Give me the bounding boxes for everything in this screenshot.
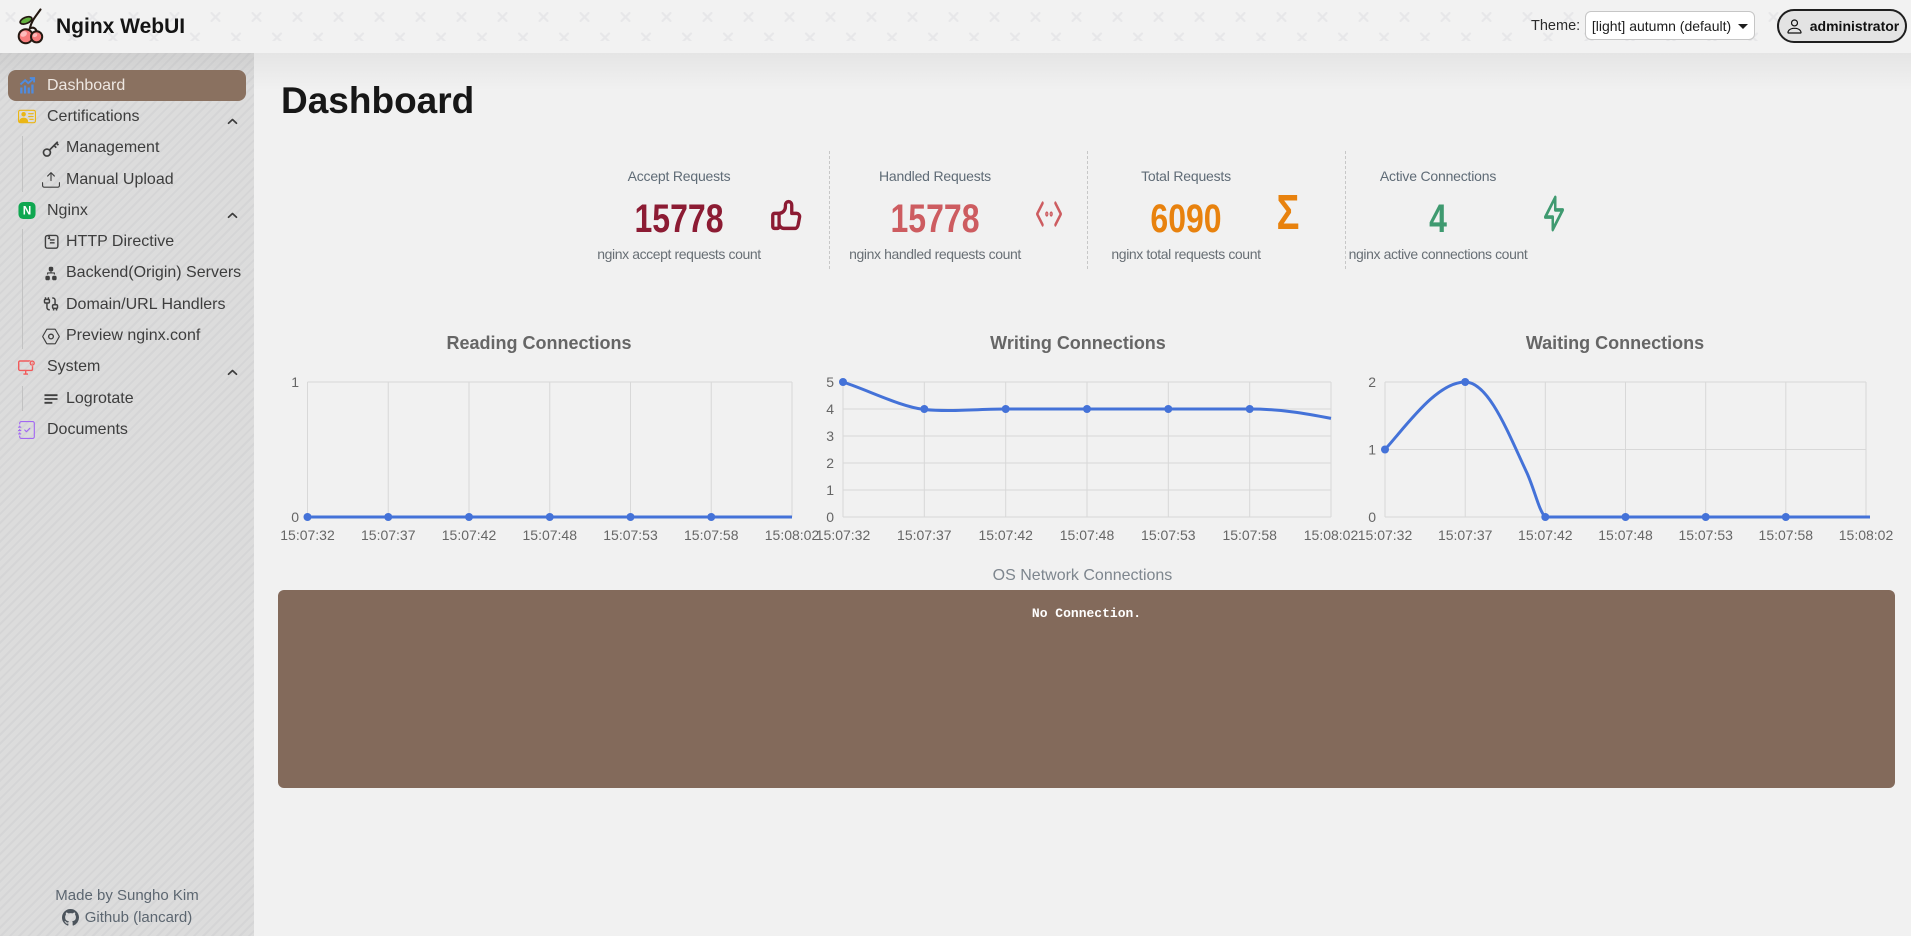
svg-text:2: 2	[1368, 374, 1376, 390]
svg-text:15:07:53: 15:07:53	[603, 527, 658, 543]
svg-text:4: 4	[826, 401, 834, 417]
svg-text:Reading Connections: Reading Connections	[446, 333, 631, 353]
svg-text:15:07:48: 15:07:48	[1060, 527, 1115, 543]
svg-text:2: 2	[826, 455, 834, 471]
svg-text:Writing Connections: Writing Connections	[990, 333, 1166, 353]
svg-text:1: 1	[826, 482, 834, 498]
svg-text:15:07:48: 15:07:48	[1598, 527, 1653, 543]
svg-text:15:07:37: 15:07:37	[361, 527, 416, 543]
svg-text:15:07:53: 15:07:53	[1141, 527, 1196, 543]
svg-text:0: 0	[826, 509, 834, 525]
svg-text:0: 0	[291, 509, 299, 525]
svg-text:0: 0	[1368, 509, 1376, 525]
svg-text:15:07:58: 15:07:58	[1222, 527, 1277, 543]
svg-text:15:07:48: 15:07:48	[523, 527, 578, 543]
svg-text:15:08:02: 15:08:02	[765, 527, 820, 543]
svg-text:15:07:58: 15:07:58	[1759, 527, 1814, 543]
svg-text:15:08:02: 15:08:02	[1839, 527, 1894, 543]
svg-text:15:08:02: 15:08:02	[1304, 527, 1359, 543]
svg-text:15:07:37: 15:07:37	[897, 527, 952, 543]
svg-text:Waiting Connections: Waiting Connections	[1526, 333, 1704, 353]
svg-text:1: 1	[291, 374, 299, 390]
svg-text:15:07:58: 15:07:58	[684, 527, 739, 543]
svg-text:15:07:42: 15:07:42	[1518, 527, 1573, 543]
svg-text:3: 3	[826, 428, 834, 444]
svg-text:1: 1	[1368, 442, 1376, 458]
svg-text:15:07:42: 15:07:42	[442, 527, 497, 543]
svg-text:15:07:53: 15:07:53	[1678, 527, 1733, 543]
svg-text:15:07:32: 15:07:32	[816, 527, 871, 543]
svg-text:15:07:32: 15:07:32	[280, 527, 335, 543]
svg-text:15:07:32: 15:07:32	[1358, 527, 1413, 543]
svg-text:15:07:42: 15:07:42	[978, 527, 1033, 543]
svg-text:15:07:37: 15:07:37	[1438, 527, 1493, 543]
svg-text:5: 5	[826, 374, 834, 390]
svg-text:N: N	[23, 204, 32, 218]
